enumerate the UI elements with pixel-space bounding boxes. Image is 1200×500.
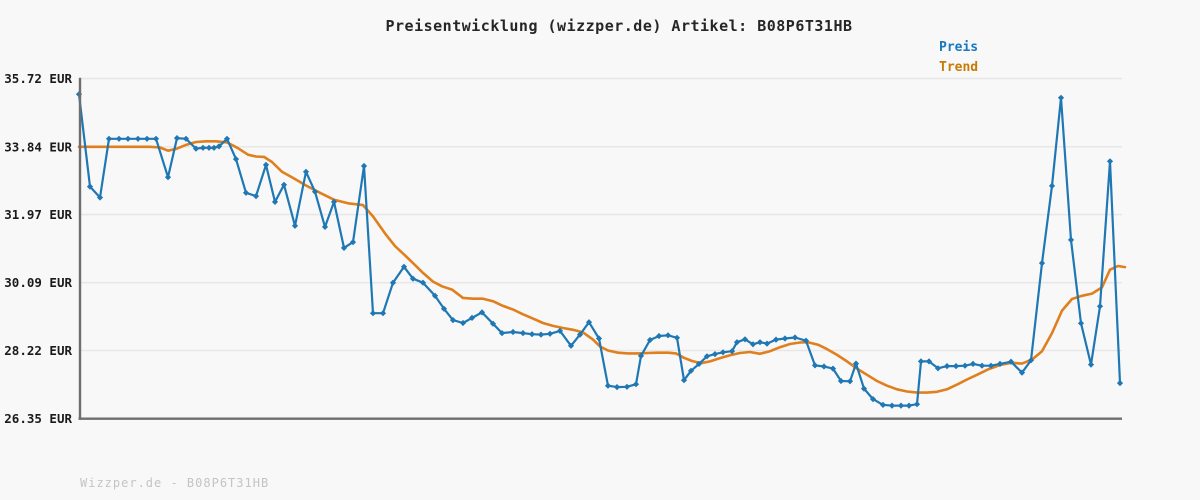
y-tick-label: 33.84 EUR	[4, 139, 72, 154]
axes	[78, 77, 1122, 420]
watermark-text: Wizzper.de - B08P6T31HB	[80, 476, 270, 490]
price-line	[77, 93, 1122, 407]
y-tick-label: 28.22 EUR	[4, 343, 72, 358]
grid-lines	[80, 77, 1122, 352]
chart-title: Preisentwicklung (wizzper.de) Artikel: B…	[385, 17, 853, 35]
legend-item-preis: Preis	[939, 40, 979, 55]
y-axis-labels: 35.72 EUR 33.84 EUR 31.97 EUR 30.09 EUR 28.2…	[4, 71, 72, 426]
legend-item-trend: Trend	[939, 60, 979, 75]
y-tick-label: 31.97 EUR	[4, 207, 72, 222]
price-markers	[75, 91, 1124, 409]
y-tick-label: 35.72 EUR	[4, 71, 72, 86]
y-tick-label: 26.35 EUR	[4, 411, 72, 426]
trend-line	[77, 140, 1127, 394]
y-tick-label: 30.09 EUR	[4, 275, 72, 290]
chart-legend: Preis Trend	[939, 38, 978, 78]
